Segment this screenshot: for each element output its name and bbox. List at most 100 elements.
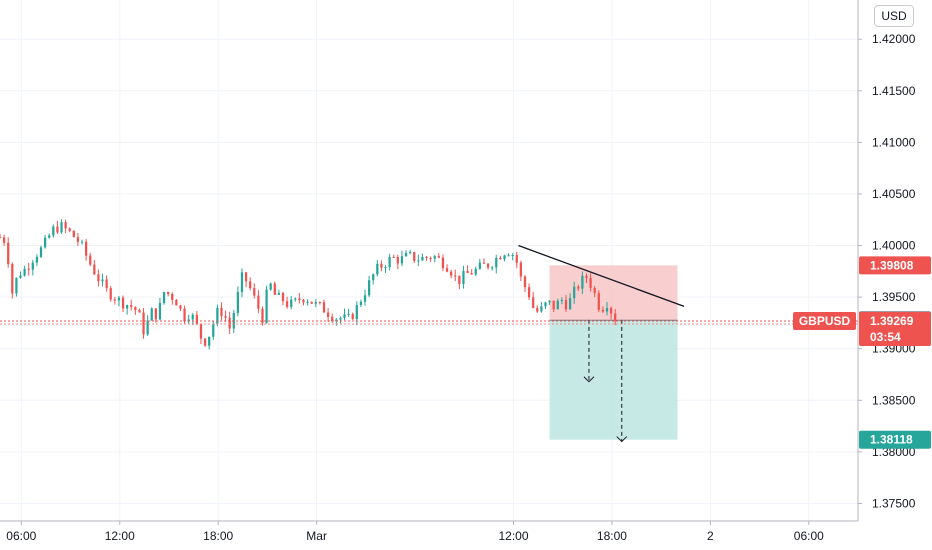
- candle-body: [544, 302, 547, 307]
- time-tick-label: 18:00: [597, 529, 627, 543]
- time-tick-label: 18:00: [203, 529, 233, 543]
- price-tick-label: 1.41000: [872, 135, 916, 149]
- candle-body: [413, 252, 416, 261]
- candle-body: [191, 314, 194, 320]
- candle-body: [208, 336, 211, 346]
- candle-body: [445, 268, 449, 272]
- candle-body: [298, 298, 301, 300]
- price-tag: [859, 430, 931, 449]
- time-tick-label: 12:00: [105, 529, 135, 543]
- candle-body: [314, 301, 317, 304]
- candle-body: [68, 228, 71, 231]
- price-tick-label: 1.38500: [872, 393, 916, 407]
- candle-body: [372, 274, 375, 281]
- candle-body: [154, 308, 157, 320]
- candle-body: [564, 299, 568, 310]
- candle-body: [441, 257, 445, 269]
- candle-body: [339, 317, 342, 320]
- time-tick-label: 06:00: [794, 529, 824, 543]
- candle-body: [175, 299, 178, 306]
- candle-body: [335, 319, 338, 322]
- candle-body: [466, 270, 469, 274]
- candle-body: [589, 278, 592, 288]
- candle-body: [482, 262, 486, 264]
- time-axis[interactable]: 06:00 12:00 18:00 Mar 12:00 18:00 2 06:00: [0, 520, 858, 543]
- candle-body: [76, 237, 80, 242]
- candle-body: [462, 270, 465, 284]
- candle-body: [552, 300, 555, 310]
- candle-body: [212, 323, 215, 337]
- candle-body: [536, 307, 539, 312]
- candle-body: [236, 292, 240, 313]
- candle-body: [388, 257, 391, 268]
- candle-body: [519, 262, 522, 277]
- candle-body: [146, 320, 149, 335]
- candle-body: [376, 263, 379, 275]
- candle-body: [130, 305, 133, 308]
- candle-body: [134, 307, 137, 311]
- candle-body: [240, 272, 244, 293]
- candle-body: [511, 254, 514, 256]
- candle-body: [326, 312, 330, 317]
- candle-body: [614, 313, 617, 322]
- candle-body: [261, 308, 264, 323]
- candle-body: [277, 292, 281, 295]
- candle-body: [478, 262, 481, 269]
- candle-body: [425, 256, 428, 258]
- price-tick-label: 1.42000: [872, 32, 916, 46]
- trendline: [518, 244, 685, 308]
- target-arrow-head: [583, 376, 595, 383]
- price-tick-label: 1.41500: [872, 84, 916, 98]
- candle-body: [195, 314, 198, 324]
- candle-body: [560, 299, 564, 301]
- candle-body: [597, 293, 600, 310]
- candle-body: [183, 308, 186, 322]
- candle-body: [491, 267, 494, 269]
- candle-body: [486, 263, 490, 268]
- position-zones: [549, 265, 678, 440]
- candle-body: [343, 314, 346, 318]
- candle-body: [302, 299, 305, 303]
- target-arrow-head: [616, 436, 628, 443]
- candle-body: [228, 317, 231, 329]
- candle-body: [363, 295, 367, 302]
- currency-button[interactable]: USD: [874, 5, 914, 27]
- candle-body: [548, 300, 551, 303]
- candle-body: [380, 263, 383, 268]
- candle-body: [458, 275, 461, 284]
- candle-body: [158, 303, 162, 320]
- candle-body: [2, 237, 6, 243]
- candle-body: [126, 305, 129, 309]
- candle-body: [450, 271, 453, 276]
- candle-body: [351, 313, 354, 320]
- candle-body: [540, 306, 543, 312]
- candle-body: [585, 275, 588, 279]
- candle-body: [495, 257, 498, 268]
- candle-body: [273, 283, 276, 295]
- candle-body: [396, 257, 399, 264]
- candle-body: [581, 275, 584, 289]
- candle-body: [400, 256, 404, 264]
- candle-body: [269, 283, 272, 290]
- time-tick-label: Mar: [306, 529, 327, 543]
- candle-body: [31, 262, 34, 270]
- candle-body: [142, 312, 145, 335]
- candle-body: [199, 323, 203, 339]
- candle-body: [417, 260, 420, 262]
- time-tick-label: 06:00: [6, 529, 36, 543]
- candle-body: [355, 305, 358, 320]
- candle-body: [244, 272, 248, 282]
- candle-body: [384, 267, 387, 269]
- candle-body: [43, 237, 47, 248]
- candle-body: [523, 276, 527, 288]
- candle-body: [306, 301, 309, 303]
- drawing-overlays: [0, 244, 858, 443]
- candle-body: [19, 275, 22, 278]
- price-tick-label: 1.37500: [872, 496, 916, 510]
- candle-body: [113, 299, 116, 301]
- symbol-tag: [793, 311, 856, 330]
- candle-body: [220, 307, 223, 317]
- candle-body: [109, 288, 112, 300]
- candle-body: [265, 289, 268, 323]
